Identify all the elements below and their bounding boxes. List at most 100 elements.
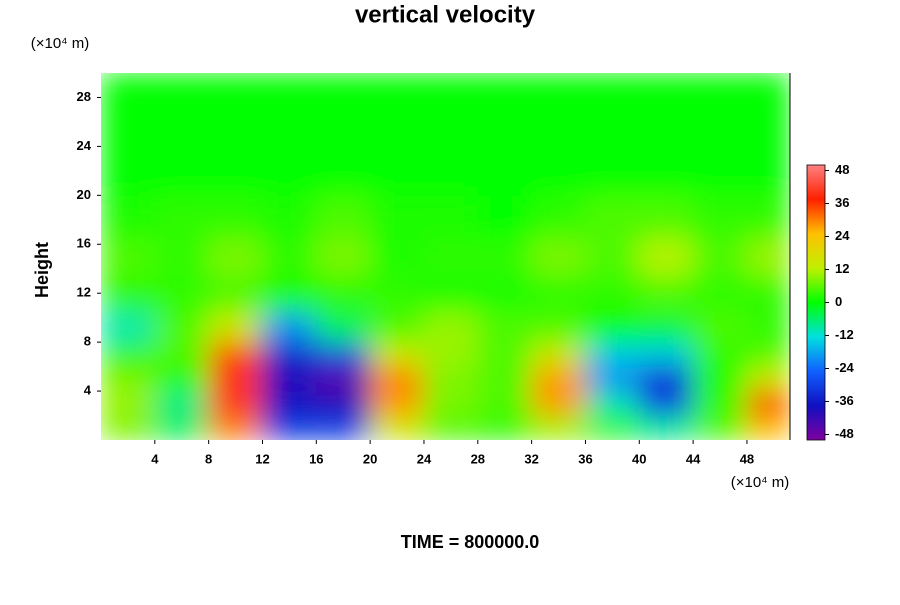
field-cells bbox=[101, 73, 790, 440]
field-cell bbox=[261, 415, 317, 440]
field-cell bbox=[154, 341, 210, 368]
field-cell bbox=[692, 194, 748, 239]
x-tick-label: 8 bbox=[205, 451, 212, 466]
y-label: Height bbox=[32, 242, 52, 298]
field-cell bbox=[423, 415, 479, 440]
field-cell bbox=[154, 139, 210, 196]
field-cell bbox=[477, 341, 533, 368]
field-cell bbox=[261, 73, 317, 141]
field-cell bbox=[369, 73, 425, 141]
x-tick-label: 48 bbox=[740, 451, 754, 466]
field-cell bbox=[101, 311, 156, 343]
field-cell bbox=[315, 311, 371, 343]
colorbar-tick-label: -36 bbox=[835, 393, 854, 408]
field-cell bbox=[261, 366, 317, 392]
field-cell bbox=[101, 415, 156, 440]
field-cell bbox=[369, 139, 425, 196]
field-cell bbox=[208, 311, 263, 343]
field-cell bbox=[423, 390, 479, 417]
y-tick-label: 8 bbox=[84, 334, 91, 349]
field-cell bbox=[638, 274, 694, 313]
x-tick-label: 32 bbox=[524, 451, 538, 466]
field-cell bbox=[638, 311, 694, 343]
field-cell bbox=[315, 415, 371, 440]
field-cell bbox=[638, 73, 694, 141]
field-cell bbox=[261, 274, 317, 313]
field-cell bbox=[101, 390, 156, 417]
y-tick-label: 16 bbox=[77, 236, 91, 251]
y-tick-label: 4 bbox=[84, 383, 92, 398]
colorbar-tick-label: 36 bbox=[835, 195, 849, 210]
field-cell bbox=[746, 366, 790, 392]
y-tick-label: 20 bbox=[77, 187, 91, 202]
field-cell bbox=[315, 73, 371, 141]
field-cell bbox=[315, 194, 371, 239]
field-cell bbox=[208, 341, 263, 368]
field-cell bbox=[101, 274, 156, 313]
field-cell bbox=[423, 311, 479, 343]
y-unit: (×10⁴ m) bbox=[31, 35, 90, 52]
field-cell bbox=[154, 274, 210, 313]
field-cell bbox=[531, 341, 586, 368]
field-cell bbox=[315, 390, 371, 417]
field-cell bbox=[208, 366, 263, 392]
field-cell bbox=[638, 139, 694, 196]
field-cell bbox=[154, 390, 210, 417]
x-unit: (×10⁴ m) bbox=[731, 474, 790, 491]
colorbar-tick-label: 12 bbox=[835, 261, 849, 276]
field-cell bbox=[531, 311, 586, 343]
field-cell bbox=[208, 274, 263, 313]
field-cell bbox=[423, 341, 479, 368]
field-cell bbox=[101, 73, 156, 141]
field-cell bbox=[584, 366, 640, 392]
field-cell bbox=[154, 415, 210, 440]
x-tick-label: 40 bbox=[632, 451, 646, 466]
y-tick-label: 24 bbox=[77, 138, 92, 153]
field-cell bbox=[531, 274, 586, 313]
field-cell bbox=[584, 415, 640, 440]
field-cell bbox=[154, 311, 210, 343]
field-cell bbox=[477, 194, 533, 239]
field-cell bbox=[477, 139, 533, 196]
field-cell bbox=[101, 194, 156, 239]
field-cell bbox=[477, 73, 533, 141]
field-cell bbox=[477, 390, 533, 417]
field-cell bbox=[101, 341, 156, 368]
field-cell bbox=[692, 390, 748, 417]
x-tick-label: 24 bbox=[417, 451, 432, 466]
field-cell bbox=[208, 415, 263, 440]
field-cell bbox=[531, 194, 586, 239]
field-cell bbox=[531, 366, 586, 392]
field-cell bbox=[208, 139, 263, 196]
field-cell bbox=[531, 139, 586, 196]
field-cell bbox=[477, 366, 533, 392]
field-cell bbox=[746, 73, 790, 141]
field-cell bbox=[584, 237, 640, 276]
field-cell bbox=[208, 390, 263, 417]
field-cell bbox=[369, 194, 425, 239]
field-cell bbox=[423, 237, 479, 276]
field-cell bbox=[208, 194, 263, 239]
field-cell bbox=[584, 194, 640, 239]
field-cell bbox=[746, 139, 790, 196]
field-cell bbox=[261, 237, 317, 276]
field-cell bbox=[369, 390, 425, 417]
x-tick-label: 16 bbox=[309, 451, 323, 466]
field-cell bbox=[315, 274, 371, 313]
colorbar-tick-label: -24 bbox=[835, 360, 855, 375]
x-tick-label: 44 bbox=[686, 451, 701, 466]
field-cell bbox=[261, 139, 317, 196]
field-cell bbox=[746, 390, 790, 417]
footer: TIME = 800000.0 bbox=[401, 532, 540, 552]
field-cell bbox=[369, 311, 425, 343]
field-cell bbox=[746, 311, 790, 343]
field bbox=[101, 73, 790, 440]
field-cell bbox=[369, 415, 425, 440]
field-cell bbox=[261, 341, 317, 368]
field-cell bbox=[584, 390, 640, 417]
field-cell bbox=[477, 237, 533, 276]
field-cell bbox=[638, 194, 694, 239]
field-cell bbox=[208, 73, 263, 141]
